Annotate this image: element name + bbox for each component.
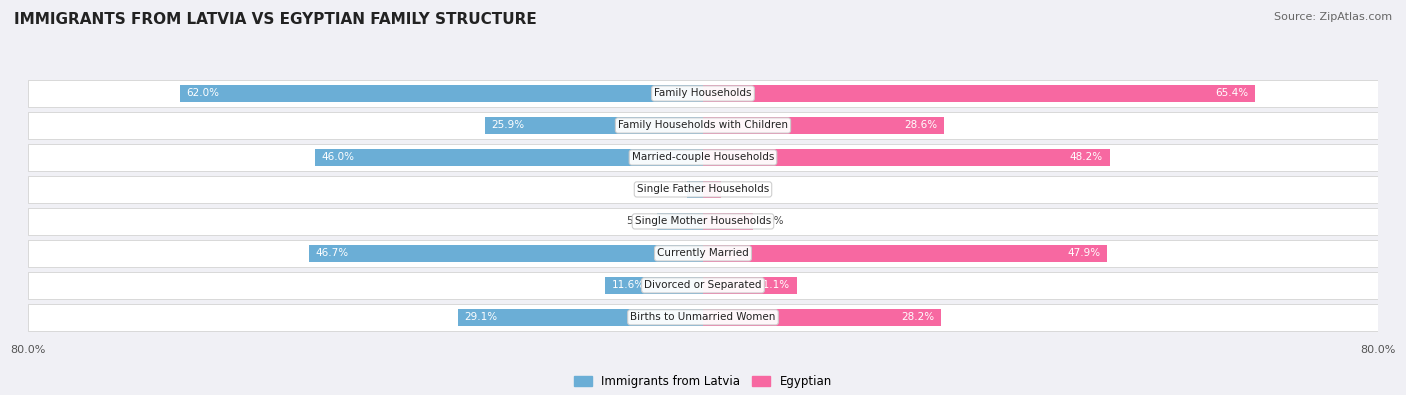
Text: Family Households: Family Households [654, 88, 752, 98]
Text: Currently Married: Currently Married [657, 248, 749, 258]
Text: 28.6%: 28.6% [904, 120, 938, 130]
Text: 46.7%: 46.7% [316, 248, 349, 258]
Bar [28, 112, 1378, 139]
Text: Divorced or Separated: Divorced or Separated [644, 280, 762, 290]
Bar [28, 144, 1378, 171]
Bar [703, 213, 752, 230]
Bar [605, 276, 703, 294]
Bar [657, 213, 703, 230]
Text: IMMIGRANTS FROM LATVIA VS EGYPTIAN FAMILY STRUCTURE: IMMIGRANTS FROM LATVIA VS EGYPTIAN FAMIL… [14, 12, 537, 27]
Bar [703, 117, 945, 134]
Bar [28, 240, 1378, 267]
Text: 65.4%: 65.4% [1215, 88, 1249, 98]
Text: 47.9%: 47.9% [1067, 248, 1101, 258]
Bar [703, 149, 1109, 166]
Bar [28, 176, 1378, 203]
Bar [688, 181, 703, 198]
Bar [703, 85, 1254, 102]
Text: Married-couple Households: Married-couple Households [631, 152, 775, 162]
Text: 62.0%: 62.0% [187, 88, 219, 98]
Text: 28.2%: 28.2% [901, 312, 934, 322]
Bar [315, 149, 703, 166]
Bar [28, 208, 1378, 235]
Text: Source: ZipAtlas.com: Source: ZipAtlas.com [1274, 12, 1392, 22]
Bar [703, 181, 721, 198]
Legend: Immigrants from Latvia, Egyptian: Immigrants from Latvia, Egyptian [569, 371, 837, 393]
Bar [457, 308, 703, 326]
Bar [28, 80, 1378, 107]
Text: 5.5%: 5.5% [626, 216, 652, 226]
Bar [703, 245, 1107, 262]
Text: 25.9%: 25.9% [491, 120, 524, 130]
Text: 2.1%: 2.1% [725, 184, 751, 194]
Text: Single Mother Households: Single Mother Households [636, 216, 770, 226]
Text: 5.9%: 5.9% [756, 216, 783, 226]
Bar [28, 304, 1378, 331]
Bar [28, 272, 1378, 299]
Text: 29.1%: 29.1% [464, 312, 498, 322]
Text: 48.2%: 48.2% [1070, 152, 1102, 162]
Bar [180, 85, 703, 102]
Text: Births to Unmarried Women: Births to Unmarried Women [630, 312, 776, 322]
Text: 11.1%: 11.1% [756, 280, 790, 290]
Bar [309, 245, 703, 262]
Bar [703, 308, 941, 326]
Bar [703, 276, 797, 294]
Text: 46.0%: 46.0% [322, 152, 354, 162]
Bar [485, 117, 703, 134]
Text: Single Father Households: Single Father Households [637, 184, 769, 194]
Text: Family Households with Children: Family Households with Children [619, 120, 787, 130]
Text: 11.6%: 11.6% [612, 280, 645, 290]
Text: 1.9%: 1.9% [657, 184, 683, 194]
